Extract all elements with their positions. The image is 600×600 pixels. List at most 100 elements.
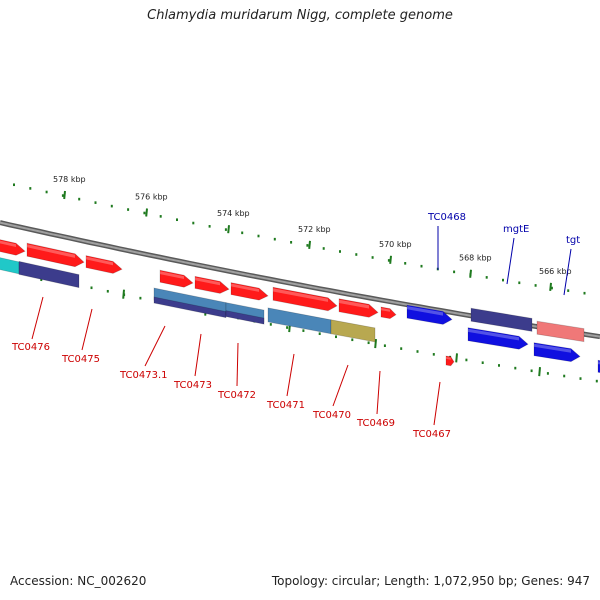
gene-tc0470-arrow [338,298,379,318]
scale-dot [208,225,211,228]
feature-block-tc0470 [330,319,376,343]
scale-dot [502,278,504,282]
gene-tc0473-1-arrow-shine [160,271,184,279]
scale-dot [530,369,533,373]
map-title: Chlamydia muridarum Nigg, complete genom… [147,8,453,23]
gene-label-tc0471: TC0471 [266,400,305,411]
gene-tc0472-arrow [230,282,269,301]
leader-line [194,333,202,377]
scale-dot [143,211,146,215]
leader-line [81,308,93,351]
gene-tc0472-arrow-shine [231,283,259,292]
scale-dot [546,372,549,375]
scale-dot [514,366,517,370]
scale-dot [61,194,64,197]
leader-line [433,381,441,426]
scale-label: 568 kbp [459,254,492,263]
scale-dot [371,256,374,259]
scale-dot [595,379,598,383]
scale-dot [318,332,321,336]
gene-tc0467-arrow-shine [446,357,451,360]
scale-label: 566 kbp [539,267,572,276]
scale-dot [351,338,354,342]
gene-tc0473-1-arrow [159,269,194,288]
scale-tick [227,225,230,234]
gene-tc0475-arrow [26,242,85,268]
gene-label-tc0475: TC0475 [61,354,100,365]
leader-line [236,342,239,387]
scale-tick [145,208,148,217]
feature-block-tc0475 [18,260,80,289]
scale-dot [139,296,142,300]
scale-dot [29,187,32,190]
gene-label-mgte: mgtE [503,224,529,235]
gene-tgt-arrow [533,342,581,363]
scale-dot [241,231,244,235]
scale-tick [389,255,392,264]
scale-tick [374,339,377,349]
scale-dot [583,291,586,295]
scale-dot [159,215,162,218]
scale-dot [518,281,521,285]
scale-dot [94,201,97,204]
gene-label-tc0469: TC0469 [356,418,395,429]
scale-tick [122,289,125,299]
scale-dot [383,344,386,347]
gene-mgte-arrow-shine [468,328,519,341]
scale-tick [455,353,458,363]
scale-label: 570 kbp [379,240,412,249]
scale-dot [176,218,178,222]
scale-label: 572 kbp [298,225,331,234]
scale-dot [306,244,309,247]
scale-tick [469,269,472,278]
leader-line [144,325,166,367]
gene-tc0471-arrow [272,286,338,312]
scale-dot [367,341,370,345]
scale-label: 578 kbp [53,175,86,184]
feature-block-tc0473-1-lower [153,296,227,319]
gene-tc0476-arrow [0,239,26,256]
scale-dot [339,250,341,253]
gene-tc0471-arrow-shine [273,288,328,302]
gene-tc0469-arrow-shine [381,308,390,312]
gene-label-tc0468: TC0468 [427,212,466,223]
scale-dot [90,286,93,290]
scale-dot [290,241,293,244]
gene-tc0473-arrow [194,275,230,294]
leader-line [563,248,572,296]
gene-tc0470-arrow-shine [339,299,369,309]
scale-dot [453,270,456,274]
scale-dot [106,289,109,293]
scale-dot [420,264,423,268]
leader-line [332,364,349,407]
gene-label-tc0473: TC0473 [173,380,212,391]
scale-dot [404,262,407,265]
gene-tc0476-arrow-shine [0,240,16,247]
gene-tc0469-arrow [380,306,397,320]
scale-dot [355,253,358,256]
scale-dot [432,353,435,356]
scale-dot [567,289,570,292]
scale-dot [302,329,305,332]
feature-block-tc0472-lower [225,310,265,325]
scale-dot [192,221,195,225]
scale-dot [465,358,468,362]
scale-dot [45,190,48,194]
scale-label: 576 kbp [135,193,168,202]
gene-tc0474-arrow [85,255,123,274]
scale-dot [224,228,227,231]
scale-dot [110,204,113,208]
scale-tick [549,282,552,292]
gene-tc0468-arrow-shine [407,306,443,316]
scale-dot [550,286,553,290]
gene-label-tc0470: TC0470 [312,410,351,421]
scale-tick [63,190,66,200]
gene-tc0467-arrow [445,355,455,367]
scale-dot [579,377,582,380]
scale-dot [563,374,566,378]
gene-tc0475-arrow-shine [27,244,75,258]
feature-block-cyan [0,257,20,275]
gene-tc0473-arrow-shine [195,277,220,286]
gene-tc0468-arrow [406,304,453,325]
